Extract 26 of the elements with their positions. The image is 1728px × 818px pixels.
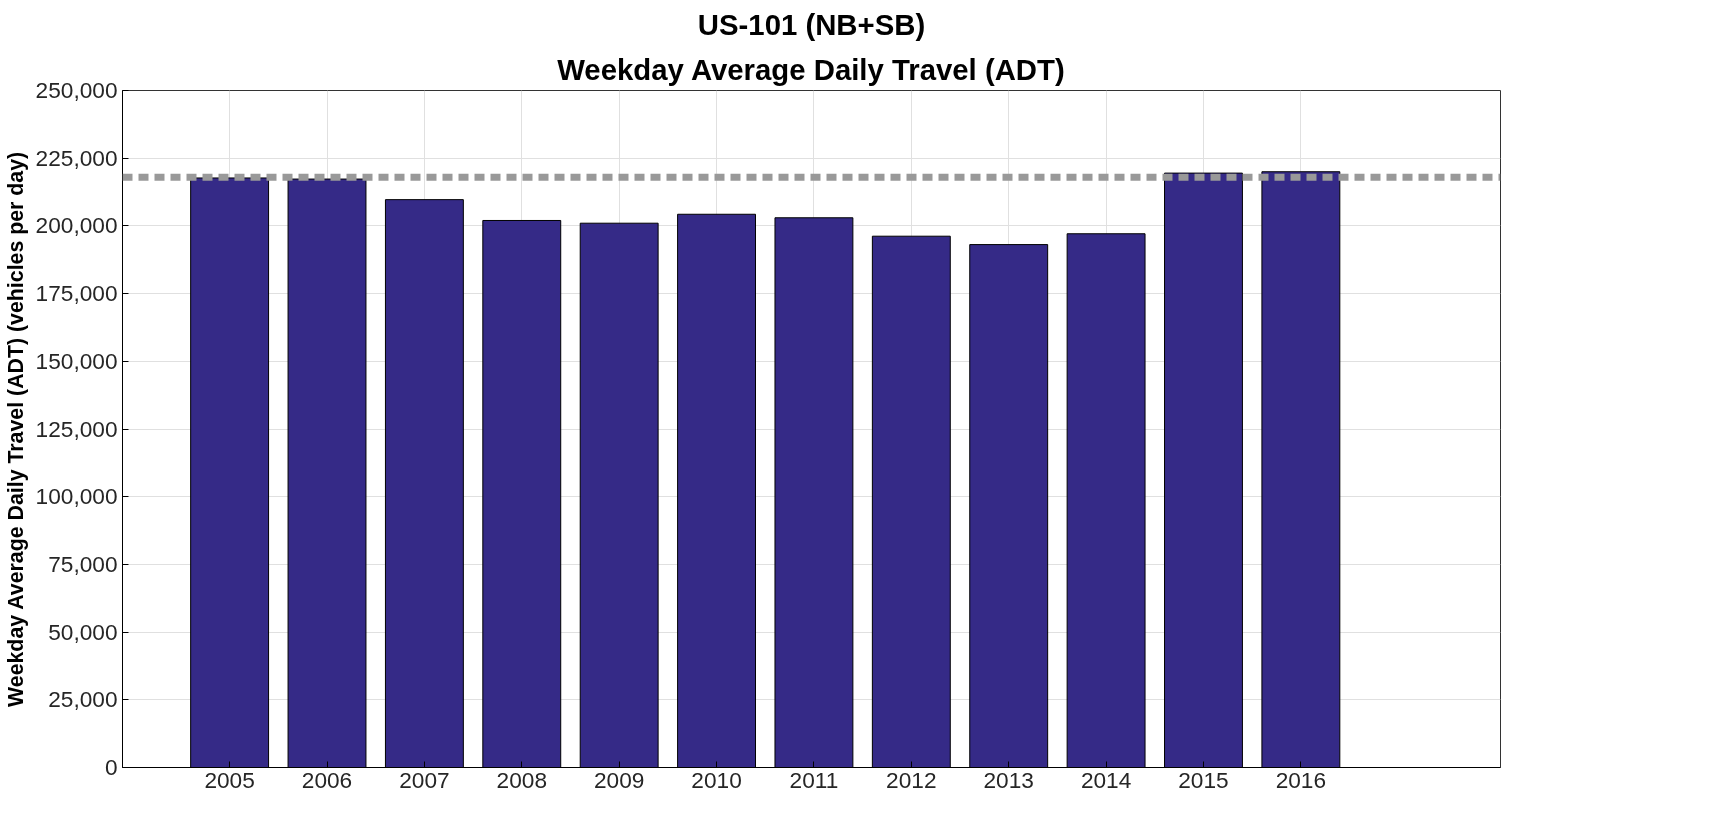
- x-tick-label: 2006: [301, 766, 353, 793]
- y-tick-label: 175,000: [35, 280, 118, 307]
- y-tick-label: 125,000: [35, 415, 118, 442]
- x-tick-label: 2011: [789, 766, 839, 793]
- y-tick-label: 200,000: [35, 212, 118, 239]
- y-axis-title: Weekday Average Daily Travel (ADT) (vehicles per day): [3, 151, 28, 707]
- y-tick-label: 150,000: [35, 347, 118, 374]
- x-tick-label: 2009: [593, 766, 645, 793]
- y-tick-label: 25,000: [48, 686, 118, 713]
- y-tick-label: 225,000: [35, 144, 118, 171]
- y-tick-label: 100,000: [35, 483, 118, 510]
- y-tick-label: 75,000: [48, 550, 118, 577]
- chart-title: US-101 (NB+SB): [697, 7, 926, 41]
- x-tick-label: 2016: [1275, 766, 1327, 793]
- x-tick-label: 2013: [983, 766, 1034, 793]
- y-tick-label: 50,000: [48, 618, 118, 645]
- x-tick-label: 2010: [691, 766, 742, 793]
- x-tick-label: 2008: [496, 766, 547, 793]
- y-tick-label: 250,000: [35, 77, 118, 103]
- x-tick-label: 2014: [1080, 766, 1132, 793]
- x-tick-label: 2012: [886, 766, 937, 793]
- chart-subtitle: Weekday Average Daily Travel (ADT): [557, 52, 1065, 86]
- y-tick-label: 0: [104, 754, 118, 780]
- x-tick-label: 2007: [399, 766, 450, 793]
- x-tick-label: 2015: [1178, 766, 1229, 793]
- x-tick-label: 2005: [204, 766, 255, 793]
